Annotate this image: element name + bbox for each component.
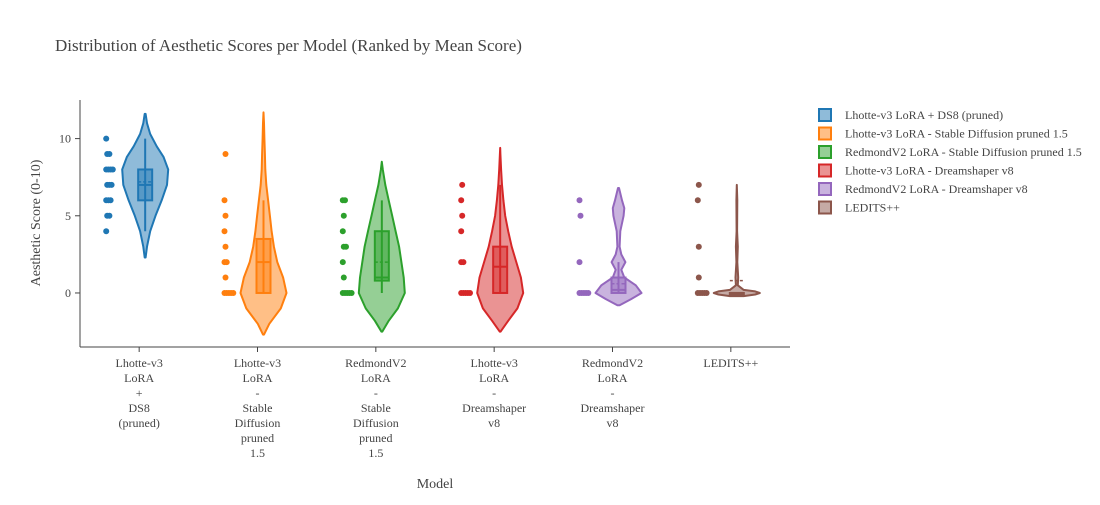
data-point (222, 243, 229, 250)
violin-shape (594, 187, 643, 307)
data-point (576, 197, 583, 204)
legend-label: RedmondV2 LoRA - Dreamshaper v8 (845, 182, 1028, 196)
data-point (223, 259, 230, 266)
data-point (339, 228, 346, 235)
data-point (460, 259, 467, 266)
legend-swatch (818, 126, 832, 141)
legend-swatch (818, 182, 832, 196)
legend-label: Lhotte-v3 LoRA - Dreamshaper v8 (845, 164, 1014, 178)
data-point (703, 290, 710, 296)
data-point (340, 212, 347, 219)
x-axis-title: Model (417, 477, 454, 492)
data-point (458, 197, 465, 204)
data-point (348, 290, 355, 296)
data-point (576, 259, 583, 266)
x-tick-label: Lhotte-v3 LoRA -Dreamshaper v8 (462, 356, 526, 430)
series-group (221, 111, 288, 336)
y-tick-label: 5 (65, 209, 71, 223)
violin-shape (712, 183, 761, 298)
y-axis-ticks: 0 5 10 (59, 132, 80, 300)
legend: Lhotte-v3 LoRA + DS8 (pruned) Lhotte-v3 L… (818, 108, 1082, 215)
legend-label: Lhotte-v3 LoRA + DS8 (pruned) (845, 108, 1003, 122)
data-point (222, 212, 229, 219)
series-group (458, 146, 525, 333)
series-group (339, 160, 406, 333)
data-point (221, 197, 228, 204)
x-tick-label: Lhotte-v3 LoRA + DS8 (pruned) (116, 356, 163, 430)
x-tick-label: RedmondV2 LoRA -Stable Diffusion pruned 1.5 (345, 356, 406, 460)
data-point (459, 181, 466, 188)
data-point (222, 274, 229, 281)
legend-label: LEDITS++ (845, 201, 900, 215)
legend-label: Lhotte-v3 LoRA - Stable Diffusion pruned… (845, 127, 1068, 141)
data-point (108, 181, 115, 188)
series-group (694, 181, 761, 298)
data-point (107, 197, 114, 204)
data-point (342, 197, 348, 204)
series-group (576, 187, 643, 307)
data-point (103, 135, 110, 142)
data-point (106, 212, 113, 219)
data-point (340, 274, 347, 281)
data-point (467, 290, 473, 296)
y-tick-label: 0 (65, 286, 71, 300)
data-point (343, 243, 349, 250)
data-point (458, 228, 465, 235)
data-point (222, 151, 229, 157)
plot-area (103, 111, 761, 336)
x-axis-ticks: Lhotte-v3 LoRA + DS8 (pruned) Lhotte-v3 LoRA -S… (116, 347, 758, 460)
data-point (106, 151, 113, 157)
legend-swatch (818, 145, 832, 159)
data-point (103, 228, 110, 235)
data-point (221, 228, 228, 235)
chart-title: Distribution of Aesthetic Scores per Mod… (55, 36, 522, 55)
box-iqr (373, 230, 390, 282)
data-point (585, 290, 592, 296)
legend-swatch (818, 108, 832, 122)
data-point (339, 259, 346, 266)
data-point (230, 290, 237, 296)
x-tick-label: LEDITS++ (703, 356, 758, 370)
data-point (577, 212, 584, 219)
data-point (695, 243, 702, 250)
box-iqr (492, 245, 509, 294)
x-tick-label: RedmondV2 LoRA -Dreamshaper v8 (581, 356, 645, 430)
legend-swatch (818, 163, 832, 178)
y-tick-label: 10 (59, 132, 71, 146)
y-axis-title: Aesthetic Score (0-10) (29, 159, 44, 286)
data-point (695, 181, 702, 188)
data-point (694, 197, 701, 204)
series-group (103, 112, 170, 259)
box-iqr (255, 237, 272, 294)
legend-label: RedmondV2 LoRA - Stable Diffusion pruned… (845, 145, 1082, 159)
x-tick-label: Lhotte-v3 LoRA -Stable Diffusion pruned 1.5 (234, 356, 281, 460)
legend-swatch (818, 200, 832, 215)
data-point (695, 274, 702, 281)
data-point (459, 212, 466, 219)
data-point (109, 166, 116, 173)
